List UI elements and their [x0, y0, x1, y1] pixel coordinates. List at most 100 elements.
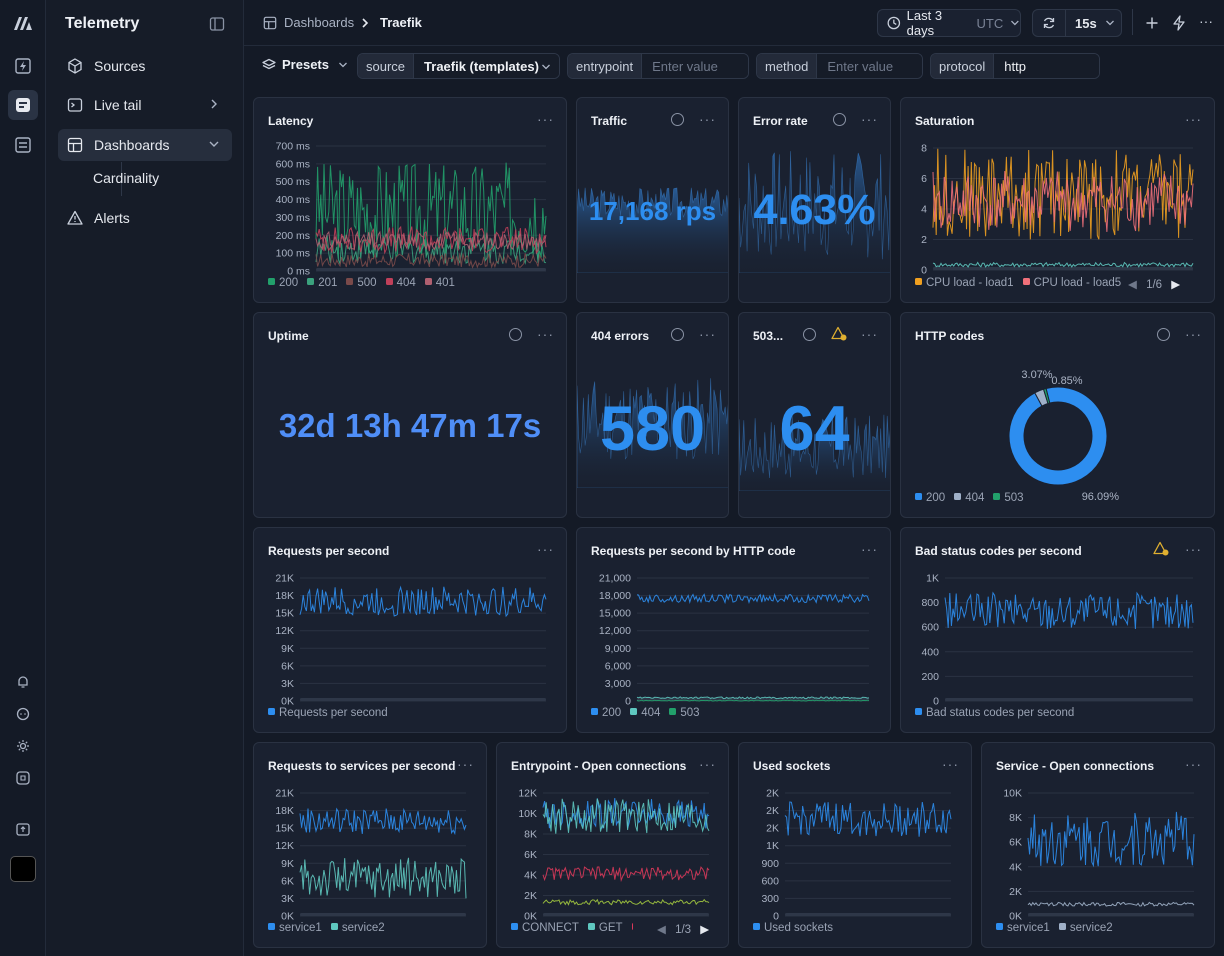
panel-http-codes[interactable]: HTTP codes ··· 96.09% 3.07% 0.85% 200 404 50… [900, 312, 1215, 518]
presets-button[interactable]: Presets [262, 57, 348, 72]
panel-bad-status[interactable]: Bad status codes per second ··· 1K 800 600… [900, 527, 1215, 733]
plus-icon[interactable] [1145, 16, 1159, 30]
prev-page-icon[interactable]: ◀ [1128, 279, 1137, 291]
upload-icon[interactable] [8, 814, 38, 844]
more-icon[interactable]: ··· [537, 541, 554, 557]
chat-icon[interactable] [8, 699, 38, 729]
panel-rps-by-code[interactable]: Requests per second by HTTP code ··· 21,… [576, 527, 891, 733]
legend-item[interactable]: service1 [996, 922, 1050, 934]
legend-item[interactable]: GET [587, 922, 623, 934]
legend-item[interactable]: Bad status codes per second [915, 707, 1074, 719]
filter-input[interactable]: Enter value [642, 54, 748, 78]
more-icon[interactable]: ··· [457, 756, 474, 772]
legend-pager[interactable]: ◀ 1/3 ▶ [657, 922, 709, 936]
avatar[interactable] [8, 854, 38, 884]
time-range-picker[interactable]: Last 3 days UTC [877, 8, 1021, 38]
panel-entrypoint-connections[interactable]: Entrypoint - Open connections ··· 12K 10K… [496, 742, 729, 948]
sun-icon[interactable] [8, 731, 38, 761]
breadcrumb-dashboards[interactable]: Dashboards [284, 15, 355, 30]
more-icon[interactable]: ··· [537, 111, 554, 127]
legend-item[interactable]: CONNECT [511, 922, 579, 934]
x-axis-scrollbar[interactable] [300, 913, 466, 916]
legend-item[interactable] [631, 922, 633, 934]
more-icon[interactable]: ··· [699, 326, 716, 342]
filter-protocol[interactable]: protocol http [930, 53, 1100, 79]
x-axis-scrollbar[interactable] [543, 913, 709, 916]
legend-item[interactable]: 200 [915, 492, 945, 504]
more-icon[interactable]: ··· [861, 111, 878, 127]
panel-service-connections[interactable]: Service - Open connections ··· 10K 8K 6K 4K… [981, 742, 1215, 948]
sidebar-toggle-icon[interactable] [209, 16, 225, 32]
panel-uptime[interactable]: Uptime ··· 32d 13h 47m 17s [253, 312, 567, 518]
lightning-icon[interactable] [1172, 15, 1186, 31]
panel-used-sockets[interactable]: Used sockets ··· 2K 2K 2K 1K 900 600 300 0 Used… [738, 742, 972, 948]
legend-item[interactable]: 404 [954, 492, 984, 504]
legend-pager[interactable]: ◀ 1/6 ▶ [1128, 277, 1180, 291]
donut-slice[interactable] [1008, 386, 1108, 486]
legend-item[interactable]: 404 [630, 707, 660, 719]
telemetry-icon[interactable] [8, 90, 38, 120]
refresh-control[interactable]: 15s [1032, 9, 1122, 37]
command-icon[interactable] [8, 763, 38, 793]
legend-item[interactable]: 201 [307, 277, 337, 289]
legend-item[interactable]: service2 [1058, 922, 1113, 934]
sidebar-item-sources[interactable]: Sources [58, 50, 232, 82]
flash-icon[interactable] [8, 51, 38, 81]
filter-entrypoint[interactable]: entrypoint Enter value [567, 53, 749, 79]
more-icon[interactable]: ··· [1185, 541, 1202, 557]
donut-slice[interactable] [1042, 387, 1051, 405]
filter-method[interactable]: method Enter value [756, 53, 923, 79]
panel-traffic[interactable]: Traffic ··· 17,168 rps [576, 97, 729, 303]
sidebar-item-alerts[interactable]: Alerts [58, 202, 232, 234]
x-axis-scrollbar[interactable] [300, 698, 546, 701]
legend-item[interactable]: 200 [268, 277, 298, 289]
legend-item[interactable]: service2 [330, 922, 385, 934]
more-icon[interactable]: ··· [1185, 326, 1202, 342]
panel-error-rate[interactable]: Error rate ··· 4.63% [738, 97, 891, 303]
refresh-icon[interactable] [1033, 10, 1066, 36]
x-axis-scrollbar[interactable] [945, 698, 1193, 701]
more-icon[interactable]: ··· [1185, 111, 1202, 127]
bell-icon[interactable] [8, 667, 38, 697]
sidebar-item-dashboards[interactable]: Dashboards [58, 129, 232, 161]
next-page-icon[interactable]: ▶ [700, 924, 710, 936]
sidebar-item-live-tail[interactable]: Live tail [58, 89, 232, 121]
x-axis-scrollbar[interactable] [785, 913, 951, 916]
more-icon[interactable]: ··· [1199, 13, 1213, 29]
legend-item[interactable]: service1 [268, 922, 322, 934]
legend-item[interactable]: 200 [591, 707, 621, 719]
logo-icon[interactable] [8, 8, 38, 38]
legend-item[interactable]: 503 [669, 707, 700, 719]
more-icon[interactable]: ··· [861, 541, 878, 557]
more-icon[interactable]: ··· [699, 756, 716, 772]
x-axis-scrollbar[interactable] [933, 267, 1193, 270]
more-icon[interactable]: ··· [699, 111, 716, 127]
filter-source[interactable]: source Traefik (templates) [357, 53, 560, 79]
legend-item[interactable]: CPU load - load5 [1022, 277, 1121, 289]
x-axis-scrollbar[interactable] [1028, 913, 1194, 916]
panel-requests-per-second[interactable]: Requests per second ··· 21K 18K 15K 12K 9K 6K… [253, 527, 567, 733]
panel-latency[interactable]: Latency ··· 700 ms 600 ms 500 ms 400 ms 300 … [253, 97, 567, 303]
settings-panel-icon[interactable] [8, 130, 38, 160]
legend-item[interactable]: 503 [993, 492, 1024, 504]
panel-rps-services[interactable]: Requests to services per second ··· 21K 1… [253, 742, 487, 948]
filter-input[interactable]: Enter value [817, 54, 922, 78]
sidebar-subitem-cardinality[interactable]: Cardinality [93, 170, 160, 186]
legend-item[interactable]: Requests per second [268, 707, 388, 719]
more-icon[interactable]: ··· [537, 326, 554, 342]
more-icon[interactable]: ··· [1185, 756, 1202, 772]
legend-item[interactable]: 401 [424, 277, 455, 289]
x-axis-scrollbar[interactable] [316, 268, 546, 271]
more-icon[interactable]: ··· [942, 756, 959, 772]
legend-item[interactable]: 500 [346, 277, 377, 289]
legend-item[interactable]: Used sockets [753, 922, 833, 934]
panel-503-errors[interactable]: 503... ··· 64 [738, 312, 891, 518]
more-icon[interactable]: ··· [861, 326, 878, 342]
next-page-icon[interactable]: ▶ [1171, 279, 1181, 291]
legend-item[interactable]: CPU load - load1 [915, 277, 1014, 289]
legend-item[interactable]: 404 [385, 277, 416, 289]
panel-404-errors[interactable]: 404 errors ··· 580 [576, 312, 729, 518]
prev-page-icon[interactable]: ◀ [657, 924, 666, 936]
filter-value[interactable]: Traefik (templates) [414, 54, 559, 78]
